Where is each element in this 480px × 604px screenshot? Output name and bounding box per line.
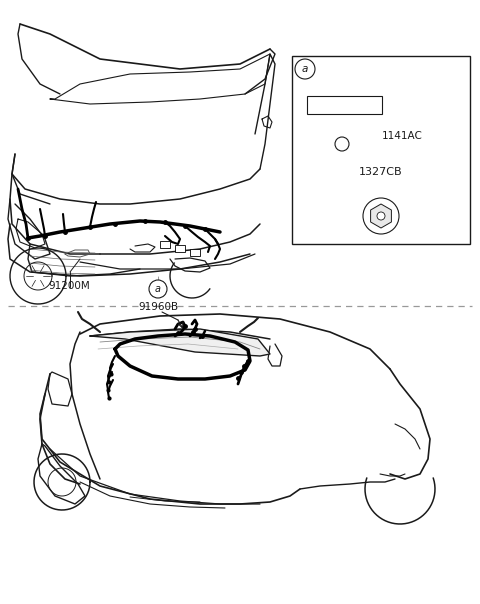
Bar xyxy=(175,245,185,252)
Circle shape xyxy=(295,59,315,79)
Circle shape xyxy=(149,280,167,298)
Bar xyxy=(292,56,470,244)
Circle shape xyxy=(363,198,399,234)
Bar xyxy=(307,96,382,114)
Text: 91200M: 91200M xyxy=(48,281,90,291)
Text: 1327CB: 1327CB xyxy=(359,167,403,177)
Polygon shape xyxy=(371,204,391,228)
Circle shape xyxy=(377,212,385,220)
Text: a: a xyxy=(155,284,161,294)
Bar xyxy=(160,241,170,248)
Text: 1141AC: 1141AC xyxy=(382,131,423,141)
Text: 91960B: 91960B xyxy=(138,302,178,312)
Bar xyxy=(190,249,200,256)
Text: a: a xyxy=(302,64,308,74)
Polygon shape xyxy=(90,329,270,356)
